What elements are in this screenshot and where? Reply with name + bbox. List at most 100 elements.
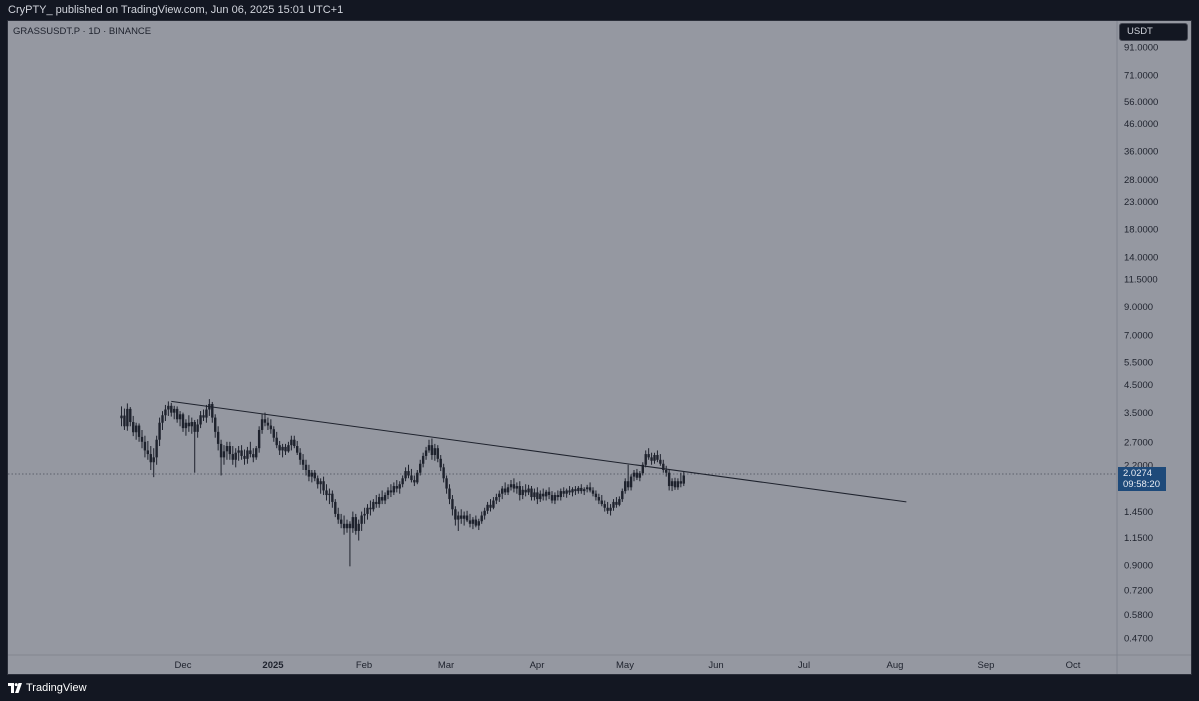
candle-body [585,487,589,490]
candle [164,404,167,421]
candle-body [460,515,463,519]
candle [600,495,603,507]
candle [287,441,290,453]
candle [404,467,407,482]
candle [386,487,390,500]
candle [173,405,176,420]
candle [219,439,223,476]
last-price-value: 2.0274 [1123,468,1153,479]
candle [290,435,293,451]
candle [383,492,387,505]
candle [120,406,123,427]
candle-body [445,478,448,489]
candle-body [375,501,378,505]
candle [269,419,273,434]
candle [222,445,226,465]
time-tick-label: Oct [1066,660,1081,671]
candle [553,492,557,505]
candle [181,412,185,432]
candle-body [132,422,135,433]
price-tick-label: 36.0000 [1124,147,1158,158]
candle-body [615,501,618,505]
candle [506,484,510,496]
candle-body [641,464,644,474]
candle-body [395,486,398,489]
candle-body [547,491,551,496]
candle-body [398,484,401,489]
candle-body [216,431,220,444]
candle [378,493,381,508]
tradingview-brand[interactable]: TradingView [8,682,87,694]
candle [395,480,398,493]
candle-body [266,422,270,426]
candle [556,490,560,501]
candle [521,486,524,500]
candle [480,511,483,524]
candle [257,426,261,453]
candle-body [465,515,469,521]
trendline[interactable] [171,400,907,503]
currency-badge[interactable]: USDT [1119,23,1188,41]
candle [641,462,644,476]
candle-body [542,493,545,497]
candle-body [521,489,524,496]
candle-body [234,452,237,460]
candle [597,493,601,505]
candle [304,459,308,476]
candle-body [181,414,185,429]
candle [298,448,302,465]
candle-body [155,439,158,458]
candle [679,472,683,488]
candle [345,519,349,533]
time-scale[interactable]: Dec 2025 Feb Mar Apr May Jun Jul Aug Sep Oct [175,660,1081,671]
candle [170,402,173,417]
price-scale[interactable]: 91.0000 71.0000 56.0000 46.0000 36.0000 28.00… [1124,43,1158,645]
candle-body [676,481,680,488]
candle [448,484,451,505]
price-tick-label: 23.0000 [1124,197,1158,208]
candle [249,441,252,458]
candle [389,484,393,498]
price-tick-label: 14.0000 [1124,253,1158,264]
time-tick-label: Jun [708,660,723,671]
candle-body [427,445,431,451]
candle [266,417,270,430]
time-tick-label: May [616,660,634,671]
candle-body [137,425,141,437]
candle-body [228,446,232,455]
candle [424,446,428,460]
candle-body [471,519,475,524]
candle [609,504,612,516]
candle [653,452,656,464]
candle-body [448,488,451,500]
candle-body [618,499,621,505]
candle [512,478,516,493]
candle [252,448,255,463]
candle [536,487,539,505]
candle-body [369,507,372,510]
chart-pane[interactable] [7,20,1192,675]
candle-body [143,441,147,451]
price-tick-label: 0.9000 [1124,561,1153,572]
candle-body [389,490,393,493]
candle-body [571,489,574,493]
candle [360,511,363,531]
candle [348,521,352,567]
candle [228,441,232,460]
candle [331,490,334,508]
bar-countdown: 09:58:20 [1123,479,1160,490]
candle-body [319,481,322,485]
candle-body [372,501,375,510]
candle [272,426,275,442]
price-tick-label: 5.5000 [1124,357,1153,368]
candle [152,448,155,478]
candle [457,511,460,531]
candle [211,401,214,423]
candle-body [222,451,226,458]
candle [184,419,188,436]
candle-body [290,439,293,446]
candle [489,499,492,512]
candle-body [553,495,557,501]
candle [334,499,337,518]
